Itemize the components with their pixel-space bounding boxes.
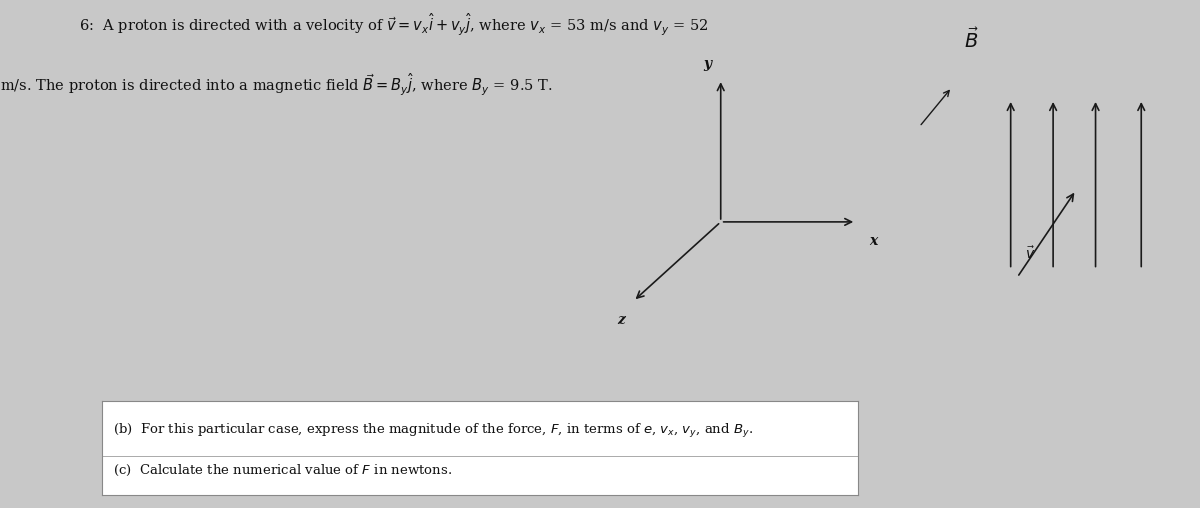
Text: y: y (703, 57, 712, 71)
Text: $\vec{v}$: $\vec{v}$ (1025, 246, 1036, 262)
Text: 6:  A proton is directed with a velocity of $\vec{v} = v_x\hat{i} + v_y\hat{j}$,: 6: A proton is directed with a velocity … (79, 12, 708, 38)
Text: $\vec{B}$: $\vec{B}$ (964, 28, 979, 52)
Text: m/s. The proton is directed into a magnetic field $\vec{B} = B_y\hat{j}$, where : m/s. The proton is directed into a magne… (0, 71, 553, 98)
Text: x: x (869, 234, 877, 248)
Text: z: z (617, 313, 625, 327)
Text: (c)  Calculate the numerical value of $F$ in newtons.: (c) Calculate the numerical value of $F$… (113, 462, 452, 478)
Text: (b)  For this particular case, express the magnitude of the force, $F$, in terms: (b) For this particular case, express th… (113, 422, 754, 440)
